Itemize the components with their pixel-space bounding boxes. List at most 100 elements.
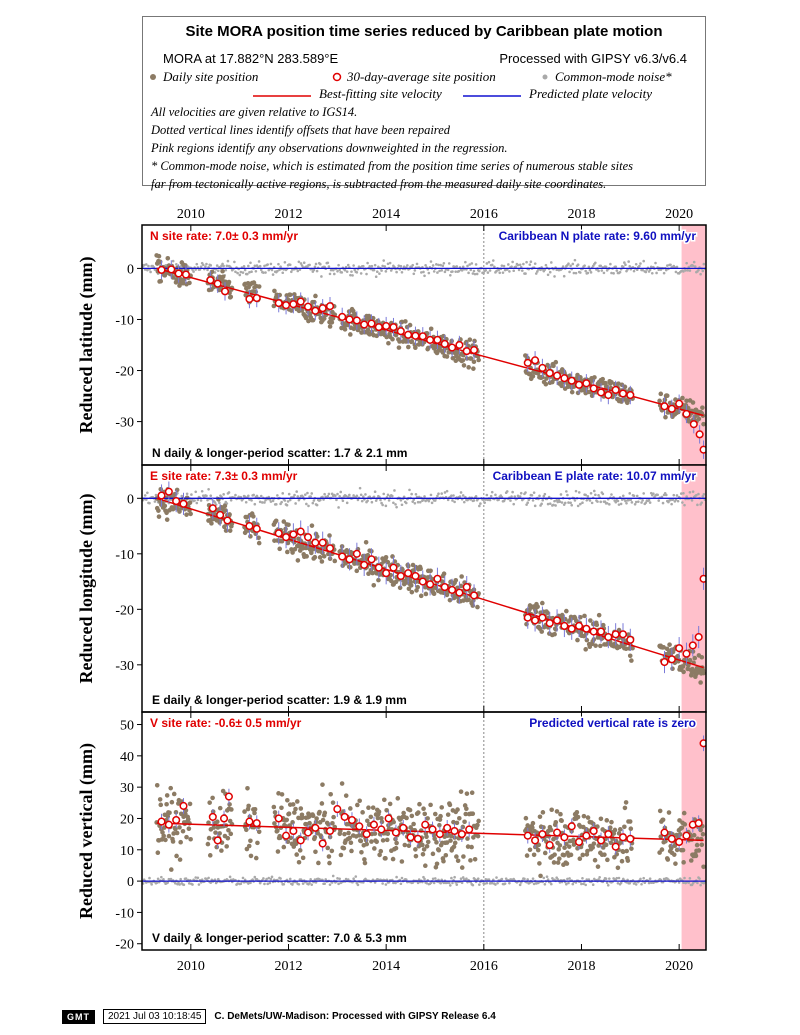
- noise-dot: [262, 877, 265, 880]
- daily-dot: [574, 618, 579, 624]
- noise-dot: [346, 263, 350, 267]
- average-point: [688, 641, 697, 650]
- noise-dot: [510, 265, 513, 268]
- average-point: [318, 304, 327, 313]
- noise-dot: [568, 877, 571, 880]
- noise-dot: [160, 875, 163, 879]
- daily-dot: [664, 646, 670, 652]
- average-point: [362, 830, 371, 839]
- daily-dot: [227, 802, 232, 807]
- scatter-label: V daily & longer-period scatter: 7.0 & 5…: [152, 931, 407, 945]
- average-point: [667, 834, 676, 843]
- daily-dot: [614, 851, 620, 857]
- average-point: [382, 569, 391, 578]
- average-point: [384, 814, 393, 823]
- average-point: [245, 817, 254, 826]
- noise-dot: [691, 264, 695, 268]
- average-point: [157, 265, 166, 274]
- daily-dot: [559, 383, 564, 389]
- daily-dot: [387, 801, 393, 807]
- noise-dot: [253, 502, 257, 506]
- noise-dot: [695, 493, 698, 497]
- noise-dot: [344, 877, 348, 881]
- noise-dot: [505, 490, 509, 493]
- average-point: [560, 621, 569, 631]
- noise-dot: [313, 878, 317, 881]
- noise-dot: [697, 268, 700, 272]
- y-tick-label: 0: [127, 262, 134, 277]
- noise-dot: [669, 263, 672, 267]
- average-point: [694, 819, 703, 828]
- y-tick-label: 20: [120, 812, 134, 827]
- daily-dot: [413, 847, 418, 852]
- noise-dot: [287, 492, 291, 496]
- noise-dot: [184, 877, 188, 880]
- noise-dot: [377, 265, 380, 269]
- daily-dot: [691, 832, 697, 838]
- noise-dot: [417, 878, 421, 881]
- noise-dot: [368, 265, 372, 268]
- average-point: [360, 320, 369, 329]
- average-point: [172, 815, 181, 825]
- noise-dot: [458, 495, 462, 498]
- daily-dot: [154, 782, 160, 788]
- daily-dot: [598, 816, 604, 822]
- noise-dot: [486, 271, 490, 274]
- daily-dot: [384, 334, 389, 340]
- noise-dot: [372, 268, 376, 272]
- noise-dot: [565, 882, 568, 886]
- daily-dot: [593, 643, 598, 648]
- daily-dot: [680, 847, 686, 853]
- average-point: [374, 563, 383, 572]
- noise-dot: [239, 882, 243, 886]
- average-point: [374, 323, 383, 332]
- daily-dot: [665, 857, 671, 862]
- daily-dot: [609, 819, 614, 825]
- daily-dot: [461, 363, 467, 368]
- average-point: [289, 530, 298, 539]
- noise-dot: [344, 494, 348, 498]
- daily-dot: [401, 810, 406, 816]
- noise-dot: [387, 499, 391, 502]
- daily-dot: [357, 798, 362, 804]
- daily-dot: [300, 815, 305, 820]
- daily-dot: [309, 550, 314, 556]
- noise-dot: [169, 877, 173, 881]
- noise-dot: [623, 261, 626, 264]
- daily-dot: [428, 568, 433, 574]
- noise-dot: [490, 881, 494, 885]
- daily-dot: [575, 814, 581, 820]
- daily-dot: [437, 817, 443, 822]
- noise-dot: [517, 268, 521, 272]
- daily-dot: [411, 568, 416, 573]
- bottom-year-label: 2012: [274, 959, 302, 974]
- daily-dot: [687, 657, 693, 663]
- noise-dot: [457, 269, 461, 273]
- noise-dot: [546, 273, 550, 277]
- average-point: [274, 814, 283, 823]
- daily-dot: [551, 363, 556, 369]
- daily-dot: [670, 666, 675, 672]
- average-point: [303, 828, 313, 837]
- noise-dot: [380, 269, 383, 272]
- noise-dot: [676, 499, 680, 503]
- daily-dot: [293, 841, 299, 847]
- noise-dot: [437, 492, 440, 496]
- daily-dot: [596, 612, 602, 618]
- daily-dot: [290, 550, 295, 555]
- daily-dot: [279, 792, 285, 797]
- noise-dot: [690, 499, 694, 502]
- noise-dot: [675, 265, 679, 269]
- noise-dot: [313, 265, 317, 269]
- daily-dot: [438, 813, 443, 819]
- noise-dot: [542, 494, 546, 498]
- noise-dot: [348, 493, 351, 497]
- noise-dot: [450, 494, 453, 498]
- noise-dot: [266, 263, 269, 266]
- daily-dot: [279, 538, 285, 544]
- daily-dot: [229, 807, 234, 812]
- daily-dot: [453, 578, 459, 583]
- noise-dot: [467, 271, 470, 275]
- noise-dot: [330, 492, 334, 496]
- noise-dot: [408, 488, 411, 492]
